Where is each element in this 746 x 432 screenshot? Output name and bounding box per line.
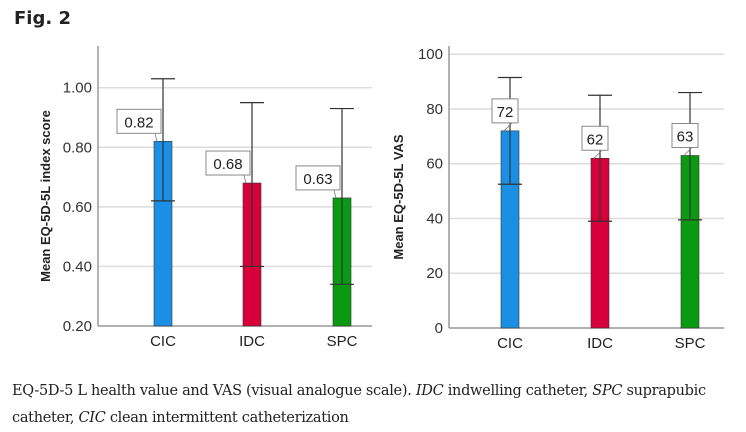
figure-title: Fig. 2 [14,8,71,29]
x-tick-label: SPC [675,335,706,352]
chart-eq5d-index: 0.20 0.40 0.60 0.80 1.00 Mean EQ-5D-5L index … [38,46,372,350]
data-label-box [295,165,341,191]
x-tick-label: SPC [327,333,358,350]
data-label: 72 [497,104,514,121]
y-tick-label: 0.20 [63,318,92,335]
caption-abbreviation: SPC [592,383,623,399]
y-axis-label: Mean EQ-5D-5L index score [38,110,53,282]
charts-canvas: 0.20 0.40 0.60 0.80 1.00 Mean EQ-5D-5L index … [38,46,724,352]
x-tick-label: CIC [497,335,523,352]
data-label-box [491,98,519,124]
data-label-leader [333,189,337,199]
figure-caption: EQ-5D-5 L health value and VAS (visual a… [12,378,732,432]
y-tick-label: 0.40 [63,258,92,275]
y-tick-label: 60 [426,156,443,173]
data-label-leader [683,147,693,156]
data-label-box [116,108,162,134]
data-label-leader [243,174,247,184]
y-tick-label: 0 [435,320,443,337]
data-label: 63 [677,129,694,146]
y-tick-label: 0.80 [63,139,92,156]
data-label-box [671,123,699,149]
x-tick-label: CIC [150,333,176,350]
y-axis-label: Mean EQ-5D-5L VAS [391,134,406,260]
y-tick-label: 100 [418,46,443,63]
y-tick-label: 1.00 [63,80,92,97]
x-tick-label: IDC [239,333,265,350]
caption-abbreviation: CIC [78,410,106,426]
y-tick-label: 0.60 [63,199,92,216]
caption-text: EQ-5D-5 L health value and VAS (visual a… [12,383,416,399]
data-label-leader [593,149,603,159]
data-label: 62 [587,131,604,148]
data-label-box [205,150,251,176]
y-tick-label: 80 [426,101,443,118]
caption-text: suprapubic catheter, [12,383,706,426]
data-label: 0.68 [213,156,242,173]
caption-text: indwelling catheter, [443,383,593,399]
caption-abbreviation: IDC [415,383,444,399]
data-label: 0.82 [124,114,153,131]
data-label: 0.63 [303,171,332,188]
data-label-box [581,125,609,151]
y-tick-label: 40 [426,210,443,227]
caption-text: clean intermittent catheterization [105,410,349,426]
data-label-leader [154,133,158,142]
chart-eq5d-vas: 0 20 40 60 80 100 Mean EQ-5D-5L VAS 72 CIC 62 IDC 6… [391,46,724,352]
data-label-leader [503,122,513,132]
x-tick-label: IDC [587,335,613,352]
y-tick-label: 20 [426,265,443,282]
